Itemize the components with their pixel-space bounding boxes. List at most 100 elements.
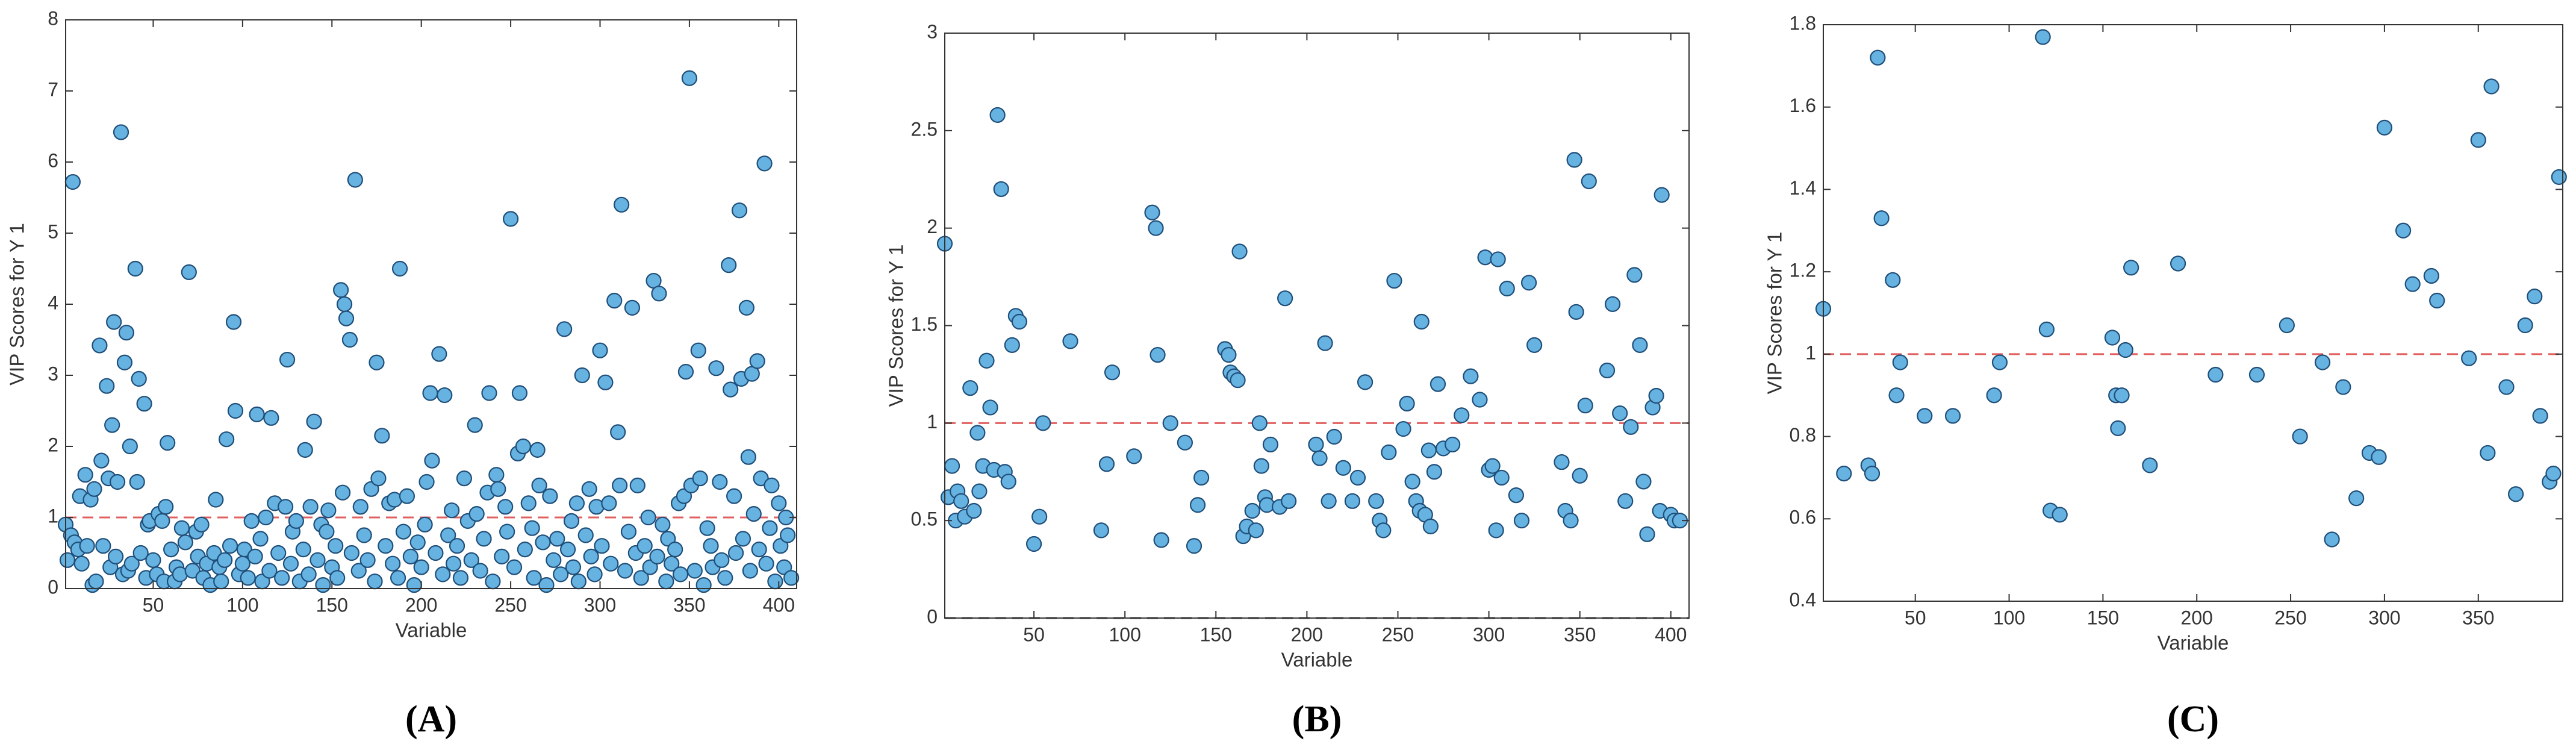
point: [437, 387, 453, 404]
point: [206, 545, 222, 561]
point: [282, 555, 299, 572]
point: [1445, 436, 1461, 453]
point: [742, 563, 758, 579]
point: [1011, 313, 1028, 330]
point: [1413, 313, 1430, 330]
point: [703, 538, 719, 554]
y-tick-label: 2: [927, 216, 938, 237]
point: [1493, 469, 1510, 486]
y-axis-label: VIP Scores for Y 1: [885, 245, 907, 407]
point: [1472, 392, 1488, 408]
x-tick-label: 350: [2462, 607, 2494, 628]
point: [369, 354, 385, 370]
y-tick-label: 0.5: [911, 508, 938, 530]
point: [1430, 376, 1446, 392]
point: [1035, 415, 1051, 431]
point: [1477, 249, 1493, 266]
point: [764, 477, 780, 494]
point: [1499, 280, 1515, 297]
point: [502, 211, 519, 227]
point: [424, 452, 440, 469]
y-tick-label: 8: [48, 7, 58, 29]
point: [435, 566, 451, 583]
point: [1632, 337, 1648, 353]
point: [1150, 346, 1166, 363]
point: [577, 527, 594, 543]
x-tick-label: 200: [2181, 607, 2213, 628]
point: [1526, 337, 1543, 353]
point: [208, 492, 224, 508]
point: [444, 502, 460, 519]
y-tick-label: 0: [48, 576, 58, 598]
point: [982, 399, 998, 416]
point: [2279, 317, 2295, 334]
point: [336, 296, 353, 313]
point: [526, 570, 542, 586]
point: [347, 172, 363, 188]
x-tick-label: 300: [1473, 623, 1505, 645]
point: [1991, 354, 2008, 370]
point: [1604, 296, 1621, 312]
point: [1148, 220, 1164, 236]
point: [762, 520, 778, 536]
y-tick-label: 1.6: [1790, 95, 1816, 116]
point: [1126, 448, 1142, 464]
y-tick-label: 6: [48, 149, 58, 171]
point: [306, 413, 322, 430]
point: [612, 477, 628, 494]
point: [1098, 456, 1115, 472]
point: [1986, 387, 2002, 404]
point: [556, 321, 573, 337]
point: [1368, 493, 1384, 509]
point: [320, 502, 337, 519]
point: [249, 406, 265, 423]
point: [113, 124, 129, 140]
point: [517, 541, 533, 558]
point: [270, 545, 287, 561]
x-tick-label: 50: [1023, 623, 1045, 645]
point: [1230, 372, 1246, 389]
x-axis-label: Variable: [1281, 649, 1353, 671]
point: [2110, 420, 2126, 437]
point: [95, 538, 111, 554]
point: [86, 481, 102, 497]
point: [310, 552, 326, 568]
x-tick-label: 300: [2368, 607, 2400, 628]
point: [418, 473, 435, 490]
y-tick-label: 0.6: [1790, 507, 1816, 528]
x-tick-label: 350: [1564, 623, 1596, 645]
point: [624, 299, 641, 316]
point: [617, 563, 633, 579]
x-tick-label: 250: [1382, 623, 1414, 645]
point: [603, 555, 619, 572]
point: [2483, 78, 2500, 95]
point: [2527, 289, 2543, 305]
point: [583, 548, 599, 565]
point: [1308, 436, 1324, 453]
point: [145, 552, 161, 568]
point: [944, 458, 960, 474]
point: [2207, 366, 2224, 383]
point: [73, 555, 90, 572]
point: [93, 452, 110, 469]
point: [989, 107, 1006, 123]
y-tick-label: 4: [48, 292, 58, 313]
point: [1004, 337, 1020, 353]
point: [1357, 374, 1374, 390]
y-axis-label: VIP Scores for Y 1: [1764, 232, 1786, 395]
x-tick-label: 150: [2087, 607, 2119, 628]
point: [1062, 333, 1078, 349]
point: [413, 559, 429, 575]
point: [1375, 522, 1392, 539]
point: [472, 563, 488, 579]
point: [2376, 119, 2393, 136]
point: [740, 449, 756, 465]
point: [374, 428, 390, 444]
point: [1335, 460, 1351, 476]
x-tick-label: 50: [143, 594, 164, 616]
point: [499, 523, 515, 540]
point: [1244, 502, 1260, 519]
point: [108, 548, 124, 565]
point: [319, 523, 335, 540]
